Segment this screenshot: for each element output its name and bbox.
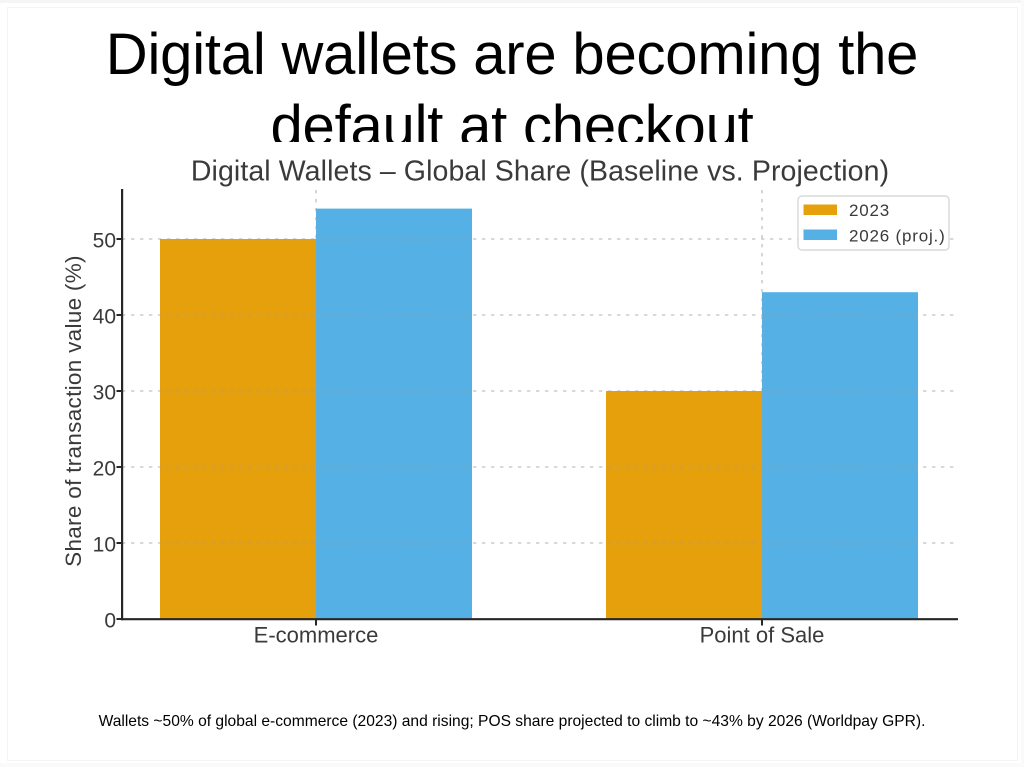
svg-text:E-commerce: E-commerce — [254, 623, 379, 648]
svg-text:Point of Sale: Point of Sale — [700, 623, 825, 648]
svg-text:10: 10 — [93, 534, 116, 557]
svg-text:20: 20 — [93, 458, 116, 481]
svg-text:2026 (proj.): 2026 (proj.) — [849, 227, 946, 246]
svg-text:0: 0 — [104, 610, 116, 633]
svg-text:Digital Wallets – Global Share: Digital Wallets – Global Share (Baseline… — [191, 156, 889, 188]
svg-text:30: 30 — [93, 382, 116, 405]
svg-text:50: 50 — [93, 230, 116, 253]
svg-text:2023: 2023 — [849, 201, 890, 220]
svg-text:Share of transaction value (%): Share of transaction value (%) — [61, 255, 86, 567]
svg-text:40: 40 — [93, 306, 116, 329]
